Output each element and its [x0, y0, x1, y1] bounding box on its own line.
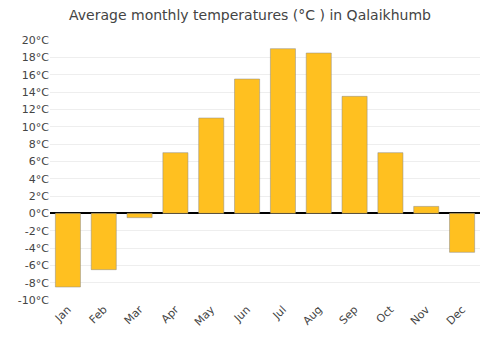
svg-text:20°C: 20°C	[22, 34, 49, 47]
svg-text:-2°C: -2°C	[25, 225, 49, 238]
svg-text:0°C: 0°C	[29, 207, 49, 220]
svg-text:Aug: Aug	[300, 303, 324, 327]
svg-text:Average monthly temperatures (: Average monthly temperatures (°C ) in Qa…	[69, 7, 431, 23]
svg-text:Apr: Apr	[159, 303, 182, 326]
svg-text:2°C: 2°C	[29, 190, 49, 203]
svg-text:-4°C: -4°C	[25, 242, 49, 255]
svg-text:12°C: 12°C	[22, 103, 49, 116]
svg-text:-8°C: -8°C	[25, 277, 49, 290]
svg-text:10°C: 10°C	[22, 121, 49, 134]
svg-text:Oct: Oct	[374, 303, 397, 326]
svg-text:18°C: 18°C	[22, 51, 49, 64]
svg-text:Jan: Jan	[52, 303, 74, 325]
svg-text:Nov: Nov	[408, 303, 433, 328]
svg-text:6°C: 6°C	[29, 155, 49, 168]
svg-text:Feb: Feb	[87, 303, 110, 326]
svg-text:Mar: Mar	[122, 303, 146, 327]
svg-text:4°C: 4°C	[29, 173, 49, 186]
svg-text:16°C: 16°C	[22, 69, 49, 82]
svg-text:8°C: 8°C	[29, 138, 49, 151]
svg-text:Dec: Dec	[444, 303, 468, 327]
svg-text:Sep: Sep	[337, 303, 361, 327]
svg-text:-6°C: -6°C	[25, 259, 49, 272]
svg-text:-10°C: -10°C	[18, 294, 49, 307]
svg-text:May: May	[192, 303, 218, 329]
svg-text:14°C: 14°C	[22, 86, 49, 99]
svg-text:Jul: Jul	[270, 303, 289, 322]
svg-text:Jun: Jun	[231, 303, 253, 325]
